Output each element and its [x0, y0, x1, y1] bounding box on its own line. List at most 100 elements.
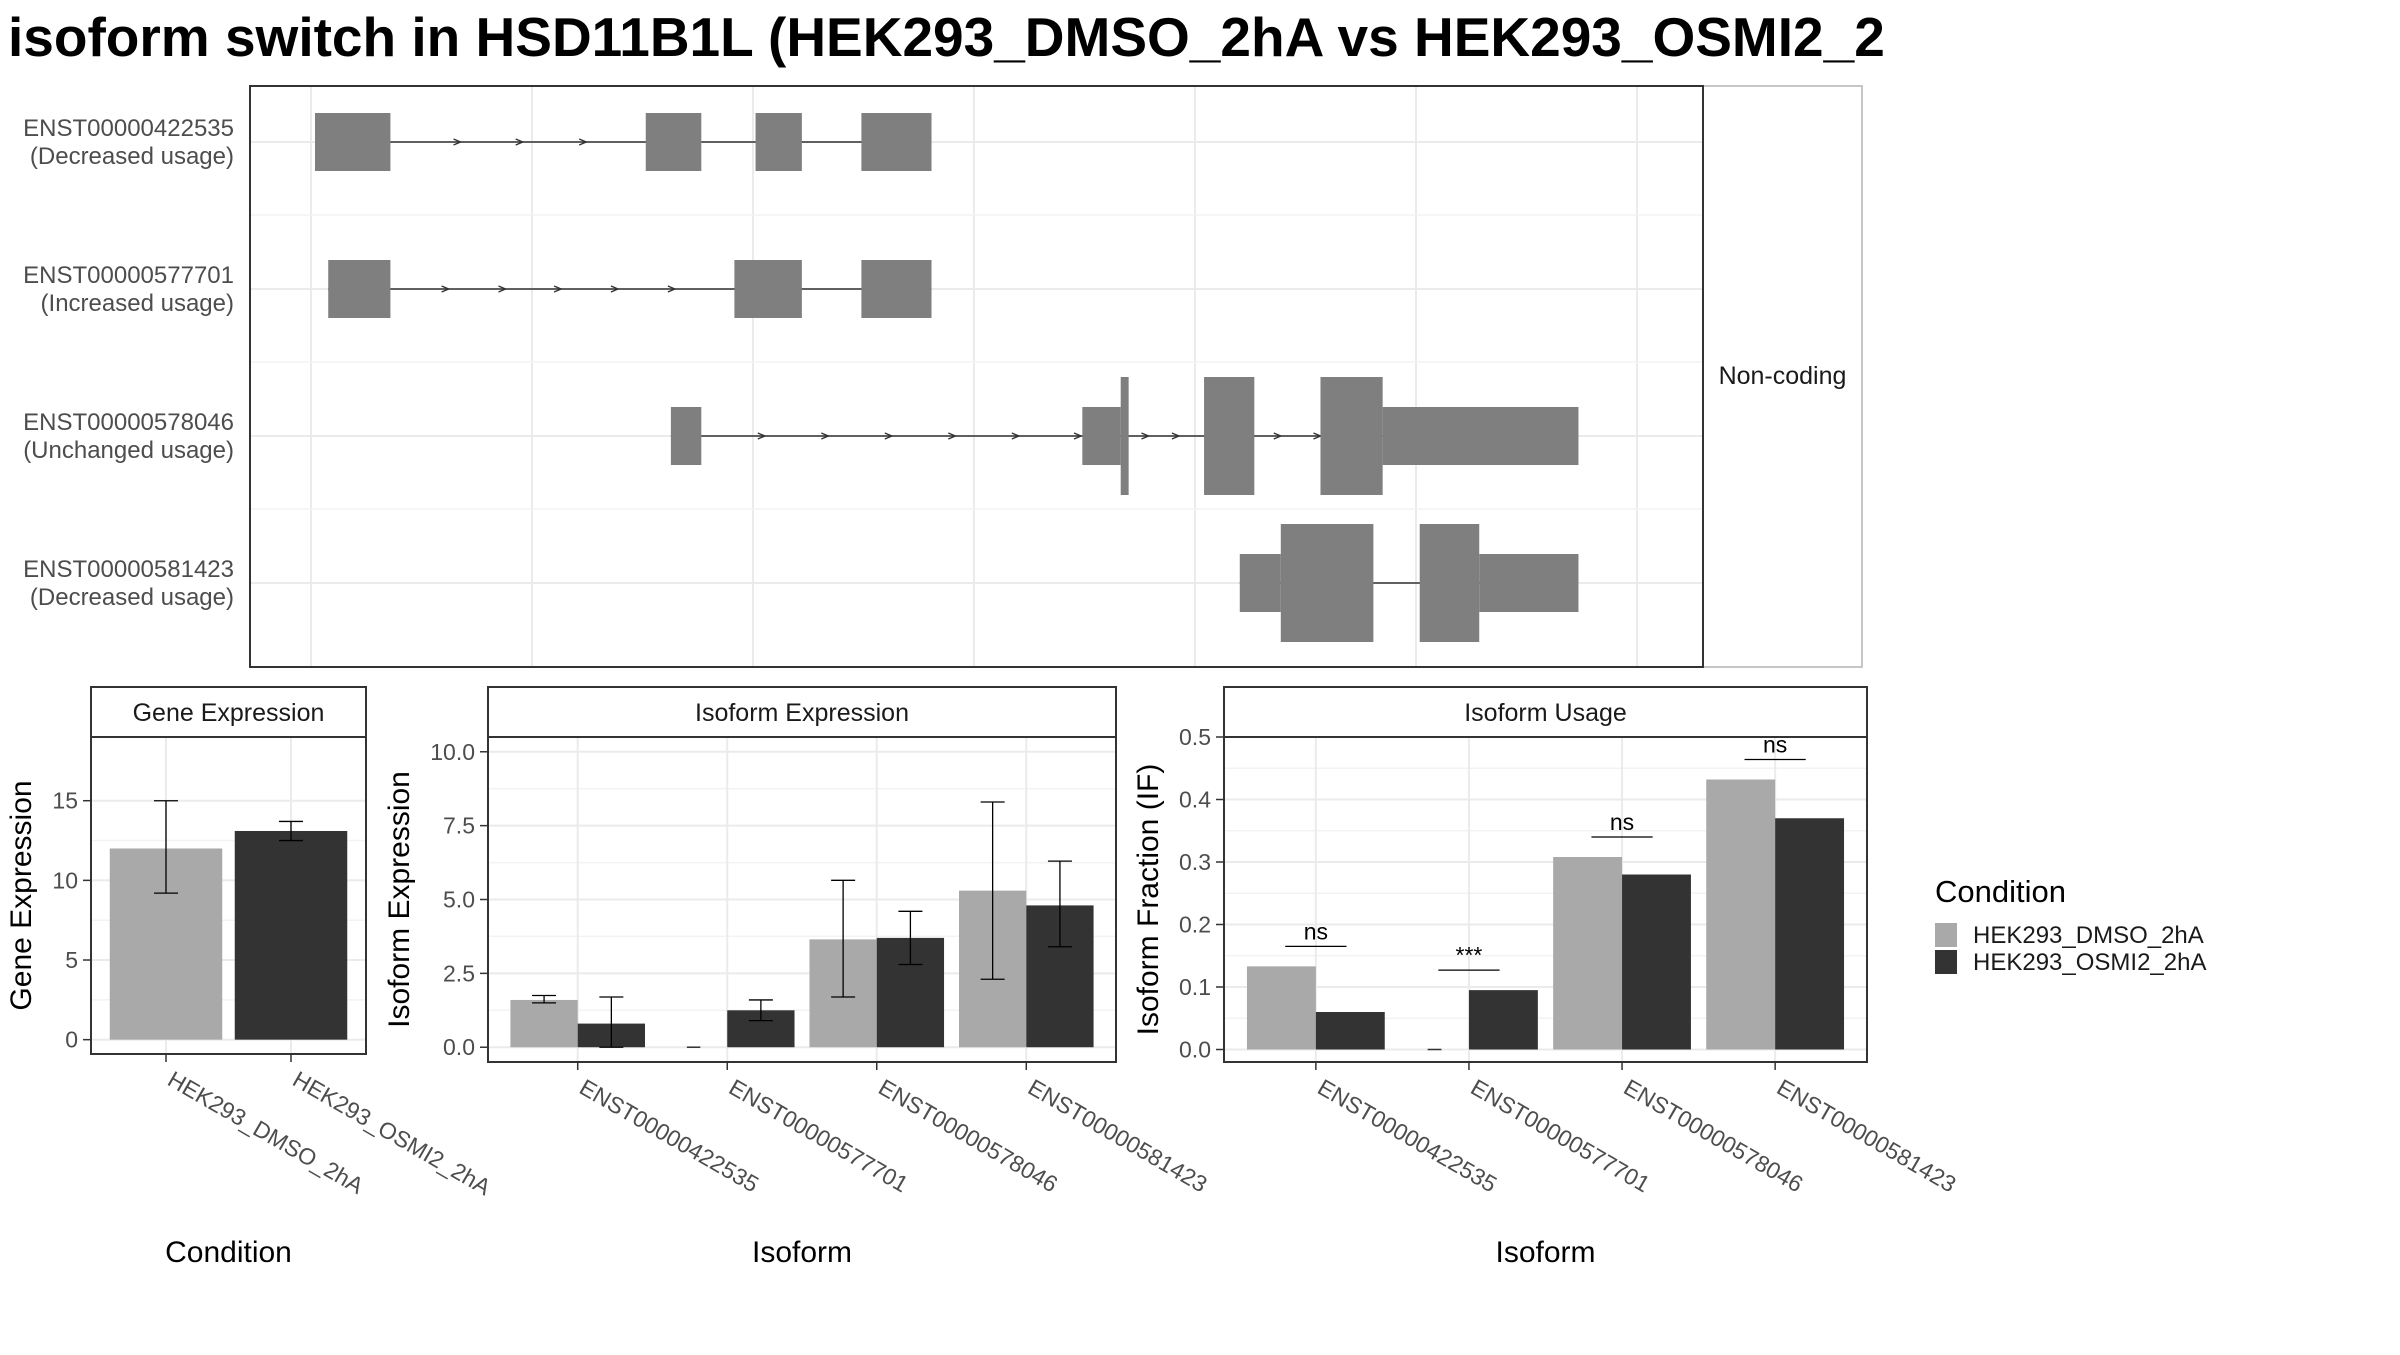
bar-HEK293_OSMI2_2hA-ENST00000578046 [1622, 874, 1691, 1050]
exon-block [1280, 524, 1374, 642]
exon-block [1239, 554, 1281, 612]
transcript-id-label: ENST00000577701 [23, 262, 234, 289]
legend-key-HEK293_DMSO_2hA [1935, 923, 1957, 947]
transcript-usage-label: (Decreased usage) [30, 584, 234, 611]
y-tick-label: 0 [65, 1027, 78, 1053]
y-axis-title: Isoform Expression [383, 771, 416, 1028]
exon-block [1479, 554, 1579, 612]
y-tick-label: 0.0 [443, 1034, 475, 1060]
exon-block [861, 260, 932, 318]
y-tick-label: 7.5 [443, 813, 475, 839]
panel-border [1223, 736, 1868, 1063]
transcript-usage-label: (Decreased usage) [30, 143, 234, 170]
y-tick-label: 5 [65, 947, 78, 973]
exon-block [315, 113, 391, 171]
exon-block [1320, 377, 1383, 495]
bar-HEK293_OSMI2_2hA-HEK293_OSMI2_2hA [234, 830, 348, 1040]
y-tick-label: 0.2 [1179, 912, 1211, 938]
panel-border [90, 736, 367, 1055]
strip-background [90, 686, 367, 738]
legend-key-HEK293_OSMI2_2hA [1935, 950, 1957, 974]
figure-title: isoform switch in HSD11B1L (HEK293_DMSO_… [8, 6, 1885, 68]
transcript-ENST00000422535: ENST00000422535(Decreased usage) [23, 113, 932, 171]
x-tick-label: HEK293_OSMI2_2hA [289, 1066, 496, 1201]
transcript-id-label: ENST00000578046 [23, 409, 234, 436]
strand-arrow [1073, 432, 1083, 440]
exon-block [1082, 407, 1121, 465]
strip-background [487, 686, 1117, 738]
bar-HEK293_DMSO_2hA-ENST00000578046 [1553, 857, 1623, 1050]
transcript-usage-label: (Increased usage) [41, 290, 234, 317]
strand-arrow [884, 432, 894, 440]
strand-arrow [948, 432, 958, 440]
y-axis-title: Gene Expression [5, 780, 38, 1010]
legend-label: HEK293_DMSO_2hA [1973, 922, 2204, 949]
exon-block [1419, 524, 1480, 642]
strand-arrow [578, 138, 588, 146]
y-tick-label: 10.0 [430, 739, 475, 765]
coding-strip-label: Non-coding [1719, 362, 1847, 390]
strand-arrow [610, 285, 620, 293]
exon-block [328, 260, 391, 318]
gene-model-border [249, 85, 1704, 668]
y-tick-label: 0.5 [1179, 724, 1211, 750]
isoform-expression-panel: Isoform Expression0.02.55.07.510.0ENST00… [383, 686, 1212, 1269]
y-tick-label: 0.1 [1179, 974, 1211, 1000]
transcript-usage-label: (Unchanged usage) [23, 437, 234, 464]
y-tick-label: 15 [52, 788, 78, 814]
exon-block [1382, 407, 1579, 465]
bar-HEK293_DMSO_2hA-ENST00000422535 [510, 999, 578, 1048]
significance-label: ns [1763, 732, 1787, 758]
significance-label: ns [1610, 809, 1634, 835]
strip-title: Gene Expression [133, 699, 325, 727]
y-tick-label: 0.4 [1179, 787, 1211, 813]
transcript-ENST00000578046: ENST00000578046(Unchanged usage) [23, 377, 1579, 495]
exon-block [734, 260, 802, 318]
transcript-ENST00000581423: ENST00000581423(Decreased usage) [23, 524, 1579, 642]
strand-arrow [757, 432, 767, 440]
y-tick-label: 0.0 [1179, 1037, 1211, 1063]
y-tick-label: 10 [52, 867, 78, 893]
legend-title: Condition [1935, 874, 2066, 909]
strip-title: Isoform Expression [695, 699, 909, 727]
x-axis-title: Isoform [1495, 1236, 1595, 1269]
strand-arrow [1171, 432, 1181, 440]
y-tick-label: 0.3 [1179, 849, 1211, 875]
significance-label: ns [1304, 918, 1328, 944]
strand-arrow [515, 138, 525, 146]
strand-arrow [821, 432, 831, 440]
y-axis-title: Isoform Fraction (IF) [1132, 764, 1165, 1036]
strip-background [1223, 686, 1868, 738]
exon-block [670, 407, 702, 465]
strand-arrow [1273, 432, 1283, 440]
exon-block [1204, 377, 1255, 495]
transcript-id-label: ENST00000422535 [23, 115, 234, 142]
strip-title: Isoform Usage [1464, 699, 1627, 727]
bar-HEK293_OSMI2_2hA-ENST00000422535 [1315, 1012, 1385, 1050]
gene-model-strip [1702, 85, 1863, 668]
exon-block [755, 113, 802, 171]
strand-arrow [553, 285, 563, 293]
y-tick-label: 2.5 [443, 960, 475, 986]
exon-block [645, 113, 702, 171]
exon-block [861, 113, 932, 171]
x-axis-title: Condition [165, 1236, 292, 1269]
bar-HEK293_OSMI2_2hA-ENST00000581423 [1775, 818, 1845, 1050]
significance-label: *** [1456, 942, 1483, 968]
bar-HEK293_DMSO_2hA-ENST00000422535 [1246, 966, 1316, 1050]
panel-border [487, 736, 1117, 1063]
isoform-usage-panel: Isoform Usage 0.0 0.1 0.2 0.3 0.4 0.5 ns *** ns ns… [1132, 686, 1961, 1269]
transcript-ENST00000577701: ENST00000577701(Increased usage) [23, 260, 932, 318]
y-tick-label: 5.0 [443, 887, 475, 913]
legend-label: HEK293_OSMI2_2hA [1973, 949, 2206, 976]
transcript-id-label: ENST00000581423 [23, 556, 234, 583]
strand-arrow [453, 138, 463, 146]
strand-arrow [667, 285, 677, 293]
x-axis-title: Isoform [752, 1236, 852, 1269]
exon-block [1120, 377, 1129, 495]
bar-HEK293_DMSO_2hA-ENST00000581423 [1706, 779, 1776, 1050]
